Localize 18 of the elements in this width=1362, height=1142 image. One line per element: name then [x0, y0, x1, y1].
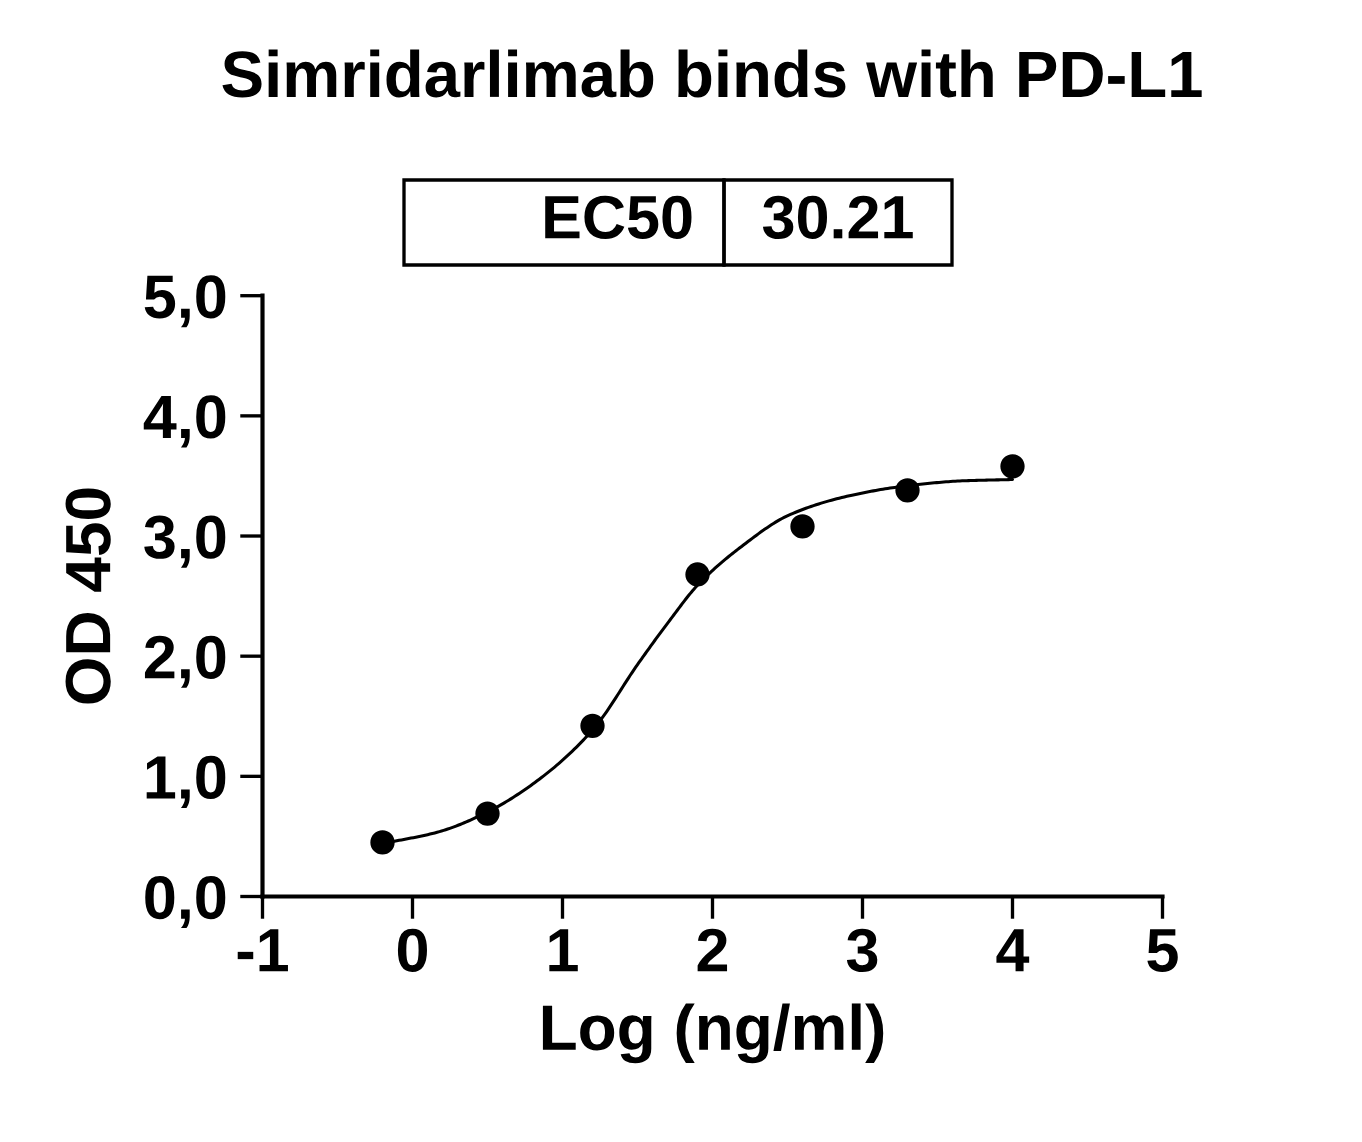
- text: 30.21: [762, 195, 913, 239]
- x-tick-label: 1: [549, 929, 578, 972]
- y-tick-label: 4,0: [143, 395, 226, 448]
- text: EC50: [545, 195, 692, 239]
- y-axis-title: OD 450: [65, 488, 111, 704]
- x-tick-label: -1: [237, 929, 288, 972]
- x-tick-label: 0: [397, 928, 427, 972]
- chart-title: Simridarlimab binds with PD-L1: [222, 49, 1202, 98]
- x-tick-label: 3: [846, 928, 878, 973]
- x-axis-title: Log (ng/ml): [542, 1003, 884, 1064]
- x-tick-label: 4: [996, 929, 1030, 972]
- x-tick-label: 5: [1147, 929, 1178, 972]
- y-tick-label: 2,0: [144, 635, 226, 688]
- y-tick-label: 0,0: [145, 875, 226, 929]
- y-tick-label: 1,0: [146, 755, 226, 808]
- x-tick-label: 2: [697, 928, 728, 972]
- y-tick-label: 3,0: [144, 515, 226, 568]
- y-tick-label: 5,0: [144, 275, 226, 328]
